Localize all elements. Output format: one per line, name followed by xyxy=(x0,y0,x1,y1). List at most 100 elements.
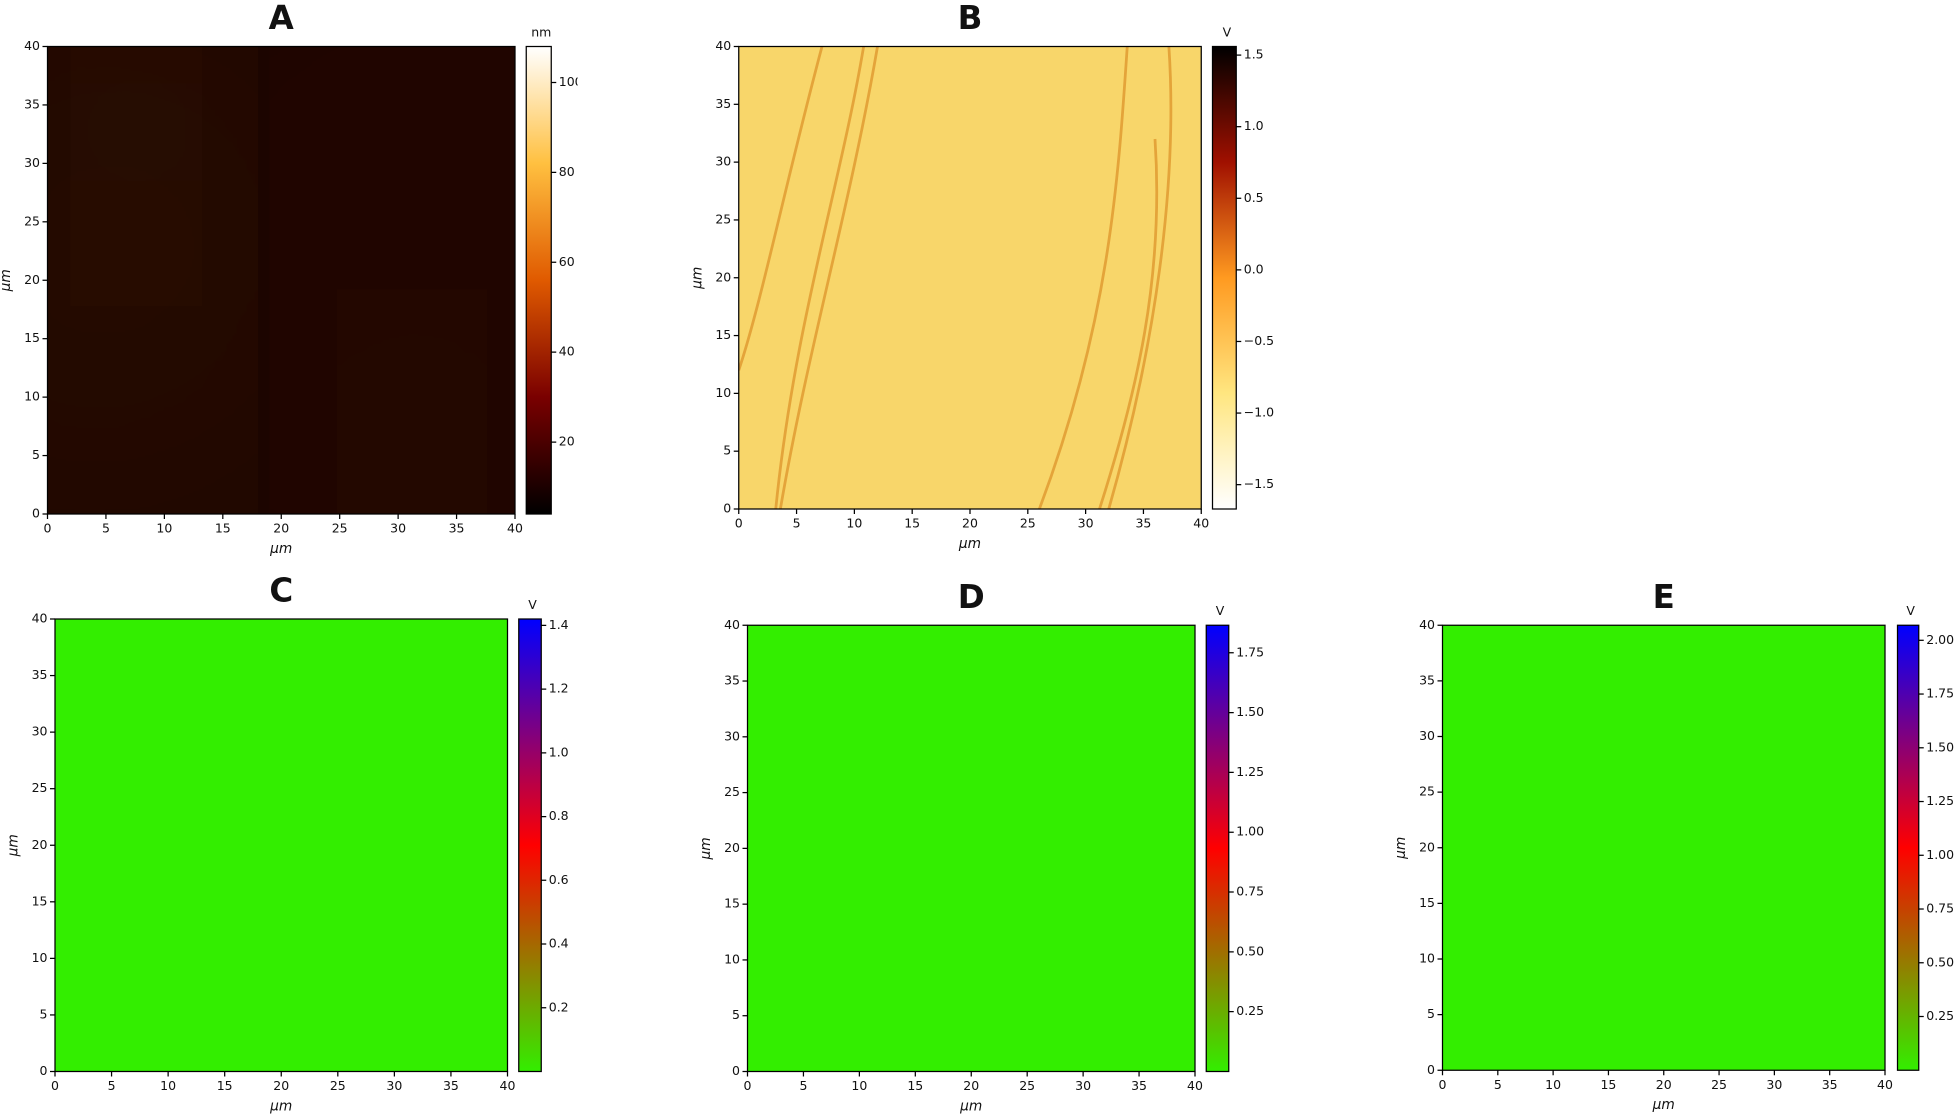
colorbar-tick-label: −1.0 xyxy=(1244,405,1274,420)
x-tick-label: 25 xyxy=(332,521,348,536)
y-tick-label: 20 xyxy=(24,272,40,287)
y-axis-label: μm xyxy=(689,267,705,290)
colorbar-tick-label: 0.50 xyxy=(1926,954,1954,969)
colorbar-tick-label: 1.25 xyxy=(1236,764,1264,779)
y-tick-label: 15 xyxy=(32,893,48,908)
x-tick-label: 10 xyxy=(846,516,862,531)
colorbar xyxy=(1896,624,1920,1071)
x-tick-label: 5 xyxy=(793,516,801,531)
panel-title: C xyxy=(269,572,293,610)
colorbar-tick-label: 0.5 xyxy=(1244,190,1264,205)
y-tick-label: 10 xyxy=(24,389,40,404)
panel-title: A xyxy=(269,0,294,37)
y-tick-label: 20 xyxy=(724,840,740,855)
y-tick-label: 40 xyxy=(1419,617,1435,632)
x-tick-label: 5 xyxy=(102,521,110,536)
x-tick-label: 25 xyxy=(1020,516,1036,531)
y-tick-label: 20 xyxy=(715,269,731,284)
heatmap-content xyxy=(738,46,1202,509)
y-tick-label: 30 xyxy=(1419,728,1435,743)
image-background xyxy=(747,625,1195,1072)
colorbar-label: nm xyxy=(531,24,551,39)
y-tick-label: 35 xyxy=(715,96,731,111)
x-tick-label: 5 xyxy=(799,1078,807,1093)
colorbar-tick-label: 0.50 xyxy=(1236,943,1264,958)
colorbar-tick-label: 0.6 xyxy=(549,872,569,887)
x-tick-label: 30 xyxy=(386,1078,402,1093)
image-feature xyxy=(444,759,463,805)
colorbar-tick-label: 1.50 xyxy=(1236,704,1264,719)
y-tick-label: 35 xyxy=(1419,672,1435,687)
colorbar xyxy=(1211,45,1237,510)
y-tick-label: 35 xyxy=(32,667,48,682)
y-axis-label: μm xyxy=(6,834,22,857)
y-tick-label: 10 xyxy=(724,951,740,966)
x-axis-label: μm xyxy=(958,536,981,552)
y-tick-label: 40 xyxy=(32,611,48,626)
colorbar-ticks: 0.25 0.50 0.75 1.00 1.25 1.50 1.75 2.00 xyxy=(1918,632,1954,1023)
y-axis-label: μm xyxy=(1393,837,1409,860)
heatmap-content xyxy=(1442,625,1885,1071)
x-tick-label: 0 xyxy=(744,1078,752,1093)
colorbar-tick-label: 0.4 xyxy=(549,936,569,951)
image-feature xyxy=(421,659,440,715)
y-tick-label: 5 xyxy=(723,443,731,458)
x-tick-label: 40 xyxy=(1877,1077,1893,1092)
colorbar-tick-label: 1.5 xyxy=(1244,47,1264,62)
colorbar-label: V xyxy=(528,597,537,612)
image-feature xyxy=(342,46,487,514)
colorbar-tick-label: 1.0 xyxy=(1244,118,1264,133)
x-tick-label: 30 xyxy=(390,521,406,536)
image-feature xyxy=(837,665,855,702)
image-background xyxy=(55,619,508,1072)
y-tick-label: 25 xyxy=(715,211,731,226)
x-tick-label: 15 xyxy=(1600,1077,1616,1092)
x-axis-label: μm xyxy=(269,541,292,557)
image-feature xyxy=(1772,994,1804,1031)
x-tick-label: 20 xyxy=(962,516,978,531)
y-tick-label: 0 xyxy=(732,1063,740,1078)
image-feature xyxy=(1098,138,1159,509)
y-tick-label: 0 xyxy=(723,501,731,516)
x-tick-label: 0 xyxy=(44,521,52,536)
x-tick-label: 40 xyxy=(1193,516,1209,531)
heatmap-image xyxy=(55,619,508,1072)
y-tick-label: 35 xyxy=(724,673,740,688)
image-feature xyxy=(374,364,450,514)
y-tick-label: 40 xyxy=(715,38,731,53)
image-feature xyxy=(1522,740,1540,777)
image-feature xyxy=(1038,46,1129,509)
x-tick-label: 35 xyxy=(1131,1078,1147,1093)
y-tick-label: 25 xyxy=(724,784,740,799)
colorbar-label: V xyxy=(1906,603,1915,618)
y-tick-label: 40 xyxy=(724,617,740,632)
image-feature xyxy=(152,655,175,692)
x-tick-label: 20 xyxy=(273,1078,289,1093)
colorbar-ticks: 0.2 0.4 0.6 0.8 1.0 1.2 1.4 xyxy=(541,617,569,1014)
y-tick-label: 0 xyxy=(32,506,40,521)
y-tick-label: 5 xyxy=(732,1007,740,1022)
x-tick-label: 40 xyxy=(500,1078,516,1093)
x-axis-label: μm xyxy=(959,1098,982,1114)
y-tick-label: 25 xyxy=(24,213,40,228)
colorbar-ticks: 20 40 60 80 100 xyxy=(551,74,578,449)
x-tick-label: 30 xyxy=(1075,1078,1091,1093)
image-feature xyxy=(47,46,188,514)
x-tick-label: 0 xyxy=(51,1078,59,1093)
colorbar-tick-label: 1.2 xyxy=(549,681,569,696)
x-tick-label: 0 xyxy=(735,516,743,531)
heatmap-content xyxy=(47,46,515,514)
x-tick-label: 15 xyxy=(904,516,920,531)
y-axis-label: μm xyxy=(698,837,714,860)
y-tick-label: 5 xyxy=(1427,1006,1435,1021)
panel-title: E xyxy=(1653,578,1675,616)
x-tick-label: 10 xyxy=(160,1078,176,1093)
colorbar xyxy=(1205,624,1230,1073)
image-feature xyxy=(1798,785,1812,822)
y-tick-label: 10 xyxy=(32,950,48,965)
y-tick-label: 15 xyxy=(24,330,40,345)
colorbar xyxy=(525,45,552,515)
colorbar-label: V xyxy=(1216,603,1225,618)
y-tick-label: 15 xyxy=(1419,895,1435,910)
y-tick-label: 0 xyxy=(40,1063,48,1078)
